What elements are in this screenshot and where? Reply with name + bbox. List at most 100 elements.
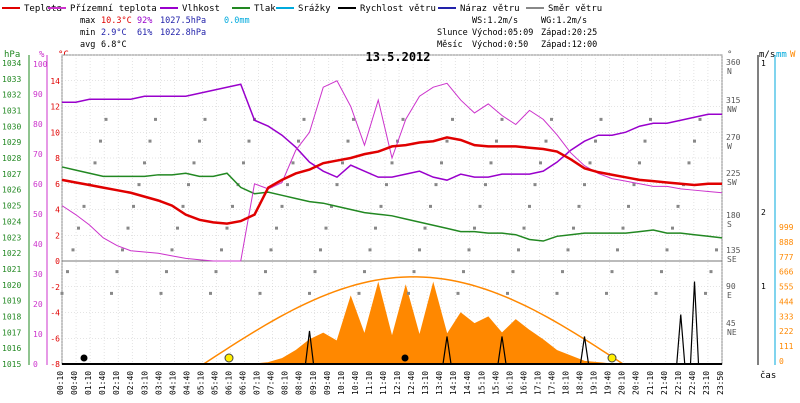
ytick-hpa: 1031 — [2, 107, 21, 116]
dir-point — [121, 248, 124, 252]
ytick-pct: 20 — [33, 300, 43, 309]
dir-point — [621, 226, 625, 230]
xtick: 05:40 — [210, 371, 219, 395]
dir-point — [170, 248, 174, 252]
dir-point — [275, 226, 278, 230]
ytick-hpa: 1021 — [2, 265, 21, 274]
ytick-dir: 90 — [726, 282, 736, 291]
dir-point — [71, 248, 75, 252]
dir-point — [572, 226, 575, 230]
xtick: 02:40 — [126, 371, 135, 395]
dir-point — [220, 248, 223, 252]
legend-label-6: Náraz větru — [460, 4, 520, 14]
dir-point — [687, 161, 691, 165]
ytick-degc: 14 — [50, 77, 60, 86]
dir-point — [214, 270, 218, 274]
dir-point — [390, 161, 394, 165]
dir-point — [165, 270, 168, 274]
dir-point — [297, 139, 300, 143]
xtick: 08:40 — [295, 371, 304, 395]
dir-point — [280, 204, 284, 208]
line-humidity — [62, 83, 722, 181]
xtick: 06:10 — [225, 371, 234, 395]
dir-point — [352, 117, 355, 121]
xtick: 20:10 — [618, 371, 627, 395]
ytick-degc: 4 — [55, 206, 60, 215]
ytick-hpa: 1032 — [2, 91, 21, 100]
ytick-hpa: 1030 — [2, 122, 21, 131]
dir-point — [566, 248, 570, 252]
info-moonrise: Východ:0:50 — [472, 40, 528, 50]
stat-max-rain: 0.0mm — [224, 16, 250, 26]
dir-point — [594, 139, 597, 143]
ytick-hpa: 1022 — [2, 249, 21, 258]
ytick-pct: 100 — [33, 60, 48, 69]
ytick-hpa: 1028 — [2, 154, 21, 163]
xtick: 05:10 — [196, 371, 205, 395]
xtick: 11:40 — [379, 371, 388, 395]
dir-point — [198, 139, 201, 143]
xtick: 02:10 — [112, 371, 121, 395]
dir-point — [555, 291, 559, 295]
dir-point — [478, 204, 482, 208]
ytick-dir-label: S — [727, 220, 732, 229]
dir-point — [588, 161, 592, 165]
dir-point — [176, 226, 179, 230]
dir-point — [346, 139, 350, 143]
dir-point — [192, 161, 196, 165]
xtick: 21:10 — [646, 371, 655, 395]
ytick-dir-label: NW — [727, 105, 737, 114]
xtick: 16:10 — [505, 371, 514, 395]
dir-point — [473, 226, 476, 230]
xtick: 21:40 — [660, 371, 669, 395]
ytick-w: 111 — [779, 342, 794, 351]
dir-point — [704, 291, 707, 295]
ytick-degc: 12 — [50, 103, 60, 112]
ytick-hpa: 1016 — [2, 344, 21, 353]
dir-point — [335, 183, 339, 187]
ytick-w: 999 — [779, 223, 794, 232]
xtick: 14:10 — [449, 371, 458, 395]
stat-min-label: min — [80, 28, 95, 38]
sun-moon-markers — [80, 353, 617, 363]
xtick: 01:40 — [98, 371, 107, 395]
dir-point — [302, 117, 306, 121]
xtick: 11:10 — [365, 371, 374, 395]
legend-label-4: Srážky — [298, 4, 331, 14]
ytick-dir: 180 — [726, 211, 741, 220]
xtick: 14:40 — [463, 371, 472, 395]
xtick: 07:40 — [267, 371, 276, 395]
ytick-hpa: 1015 — [2, 360, 21, 369]
info-moon-label: Měsíc — [437, 40, 463, 50]
dir-point — [407, 291, 410, 295]
xtick: 19:40 — [604, 371, 613, 395]
ytick-w: 555 — [779, 283, 794, 292]
dir-point — [154, 117, 157, 121]
stat-max-hum: 92% — [137, 16, 152, 26]
dir-point — [291, 161, 295, 165]
dir-point — [583, 183, 586, 187]
dir-point — [313, 270, 317, 274]
dir-point — [517, 248, 520, 252]
stat-min-temp: 2.9°C — [101, 28, 127, 38]
ytick-degc: 10 — [50, 128, 60, 137]
dir-point — [269, 248, 273, 252]
dir-point — [126, 226, 130, 230]
wind-spike — [497, 336, 507, 365]
xtick: 09:10 — [309, 371, 318, 395]
ytick-ms: 1 — [761, 59, 766, 68]
ytick-ms: 2 — [761, 208, 766, 217]
dir-point — [225, 226, 229, 230]
xtick: 23:50 — [716, 371, 725, 395]
xtick: 16:40 — [519, 371, 528, 395]
dir-point — [93, 161, 97, 165]
xtick: 03:10 — [140, 371, 149, 395]
info-ws: WS:1.2m/s — [472, 16, 518, 26]
ytick-dir: 45 — [726, 319, 736, 328]
dir-point — [429, 204, 432, 208]
unit-w: W — [790, 50, 796, 60]
wind-series — [62, 281, 722, 365]
legend-label-1: Přízemní teplota — [70, 4, 157, 14]
info-moonset: Západ:12:00 — [541, 40, 597, 50]
ytick-hpa: 1018 — [2, 312, 21, 321]
